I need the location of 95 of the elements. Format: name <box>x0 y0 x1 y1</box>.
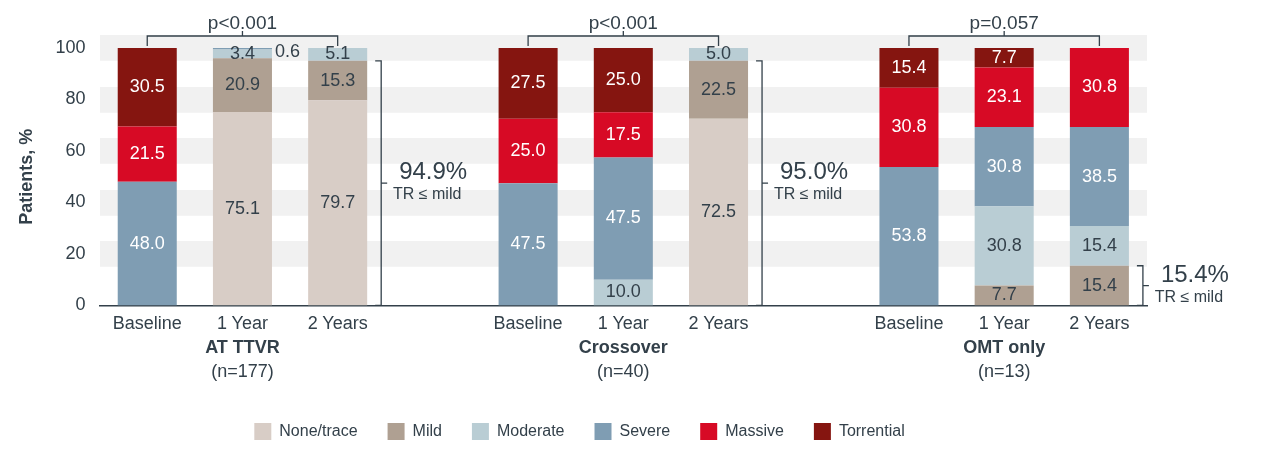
legend-label: None/trace <box>279 421 358 439</box>
data-label: 20.9 <box>224 74 260 95</box>
bar <box>974 127 1034 207</box>
x-tick-label: Baseline <box>874 313 944 334</box>
x-tick-label: 1 Year <box>978 313 1030 334</box>
text: Crossover <box>578 337 668 358</box>
bar <box>1069 265 1129 306</box>
bar <box>879 87 939 167</box>
text: (n=40) <box>597 361 650 382</box>
x-tick-label: 2 Years <box>1069 313 1130 334</box>
annotation: 95.0% <box>780 157 849 185</box>
bar <box>117 181 177 306</box>
bar <box>498 118 558 184</box>
bar <box>593 112 653 158</box>
text: AT TTVR <box>205 337 280 358</box>
data-label: 25.0 <box>510 139 546 160</box>
data-label: 15.3 <box>320 69 356 90</box>
bar <box>974 206 1034 286</box>
data-label: 25.0 <box>605 69 641 90</box>
data-label: 27.5 <box>510 72 546 93</box>
data-label: 10.0 <box>605 281 641 302</box>
text: TR ≤ mild <box>1154 287 1224 305</box>
bar <box>117 48 177 127</box>
y-tick-label: 0 <box>75 294 86 315</box>
legend-label: Severe <box>619 421 671 439</box>
legend-label: Moderate <box>496 421 565 439</box>
data-label: 30.5 <box>129 76 165 97</box>
bar <box>212 58 272 113</box>
bar <box>974 67 1034 128</box>
data-label: 3.4 <box>229 42 255 63</box>
data-label: 17.5 <box>605 123 641 144</box>
data-label: 7.7 <box>991 46 1017 67</box>
bar <box>1069 226 1129 266</box>
bar <box>1069 48 1129 128</box>
data-label: 30.8 <box>986 234 1022 255</box>
data-label: 0.6 <box>274 40 300 61</box>
bar <box>498 183 558 306</box>
data-label: 23.1 <box>986 86 1022 107</box>
y-tick-label: 100 <box>55 36 86 57</box>
bar <box>593 48 653 113</box>
data-label: 22.5 <box>701 78 737 99</box>
bar <box>117 126 177 182</box>
data-label: 48.0 <box>129 232 165 253</box>
bar <box>593 157 653 280</box>
data-label: 79.7 <box>320 191 356 212</box>
text: p<0.001 <box>588 11 658 33</box>
y-tick-label: 80 <box>65 88 86 109</box>
bar <box>974 48 1034 68</box>
text: OMT only <box>963 337 1046 358</box>
data-label: 30.8 <box>986 155 1022 176</box>
x-tick-label: Baseline <box>493 313 563 334</box>
bar <box>879 48 939 88</box>
data-label: 5.1 <box>325 43 351 64</box>
annotation: TR ≤ mild <box>393 185 462 203</box>
data-label: 15.4 <box>1081 274 1117 295</box>
bar <box>498 48 558 119</box>
text: p=0.057 <box>969 11 1039 33</box>
data-label: 15.4 <box>1081 234 1117 255</box>
x-tick-label: 1 Year <box>216 313 268 334</box>
annotation: 94.9% <box>399 157 468 185</box>
text: p<0.001 <box>207 11 278 33</box>
y-tick-label: 20 <box>65 242 86 263</box>
text: (n=177) <box>211 361 274 382</box>
y-axis-title: Patients, % <box>15 128 36 225</box>
data-label: 38.5 <box>1081 165 1117 186</box>
y-tick-label: 60 <box>65 139 86 160</box>
data-label: 15.4 <box>891 56 927 77</box>
data-label: 47.5 <box>605 207 641 228</box>
data-label: 47.5 <box>510 233 546 254</box>
data-label: 75.1 <box>224 197 260 218</box>
text: (n=13) <box>977 361 1031 382</box>
data-label: 72.5 <box>701 201 737 222</box>
x-tick-label: 2 Years <box>688 313 749 334</box>
data-label: 30.8 <box>891 116 927 137</box>
bar <box>689 118 749 306</box>
text: 15.4% <box>1160 259 1229 287</box>
bar <box>689 60 749 119</box>
x-tick-label: Baseline <box>112 313 182 334</box>
bar <box>308 100 368 306</box>
bar <box>879 166 939 306</box>
data-label: 53.8 <box>891 225 927 246</box>
bar <box>1069 127 1129 227</box>
data-label: 5.0 <box>706 43 732 64</box>
legend-label: Torrential <box>838 421 905 439</box>
y-tick-label: 40 <box>65 191 86 212</box>
data-label: 7.7 <box>991 284 1017 305</box>
x-tick-label: 2 Years <box>307 313 368 334</box>
annotation: TR ≤ mild <box>773 185 843 203</box>
legend-label: Massive <box>725 421 784 439</box>
data-label: 21.5 <box>129 143 165 164</box>
bar <box>212 112 272 306</box>
x-tick-label: 1 Year <box>597 313 649 334</box>
data-label: 30.8 <box>1081 76 1117 97</box>
bar <box>308 60 368 101</box>
legend-label: Mild <box>412 421 442 439</box>
